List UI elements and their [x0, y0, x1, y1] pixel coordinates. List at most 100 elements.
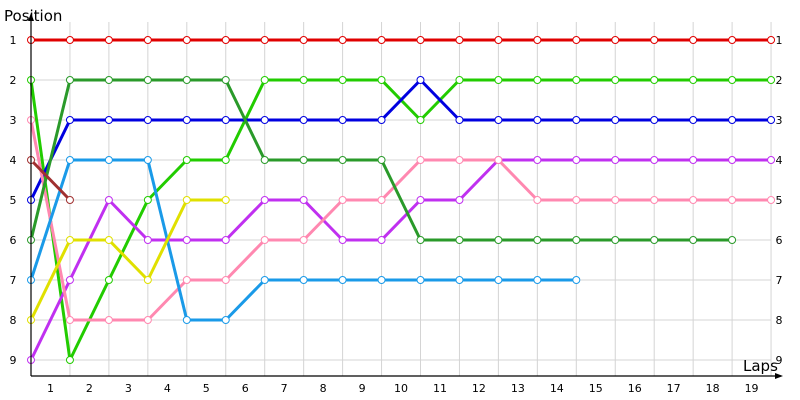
x-tick-label: 16	[628, 382, 642, 395]
data-point	[572, 196, 581, 204]
data-point	[182, 116, 191, 124]
data-point	[533, 116, 542, 124]
data-point	[728, 76, 737, 84]
data-point	[494, 76, 503, 84]
data-point	[221, 116, 230, 124]
series-line	[29, 158, 773, 362]
data-point	[572, 116, 581, 124]
series-3	[27, 76, 776, 204]
data-point	[533, 196, 542, 204]
y-tick-label-left: 4	[10, 154, 17, 167]
x-tick-label: 2	[86, 382, 93, 395]
data-point	[572, 76, 581, 84]
x-tick-label: 19	[745, 382, 759, 395]
x-tick-label: 11	[433, 382, 447, 395]
data-point	[689, 156, 698, 164]
series-6	[27, 76, 737, 244]
data-point	[260, 156, 269, 164]
data-point	[728, 236, 737, 244]
y-tick-label-right: 2	[776, 74, 783, 87]
data-point	[104, 276, 113, 284]
data-point	[299, 156, 308, 164]
series-5	[27, 116, 776, 324]
data-point	[611, 36, 620, 44]
series-group	[27, 36, 776, 364]
tick-labels: 1 2 3 4 5 6 7 8 9 10 11 12 13 14 15 16 17 18 191 12 23 34 45 56…	[10, 34, 783, 395]
data-point	[65, 36, 74, 44]
data-point	[416, 236, 425, 244]
data-point	[338, 196, 347, 204]
x-tick-label: 10	[394, 382, 408, 395]
data-point	[104, 76, 113, 84]
data-point	[260, 276, 269, 284]
data-point	[221, 36, 230, 44]
data-point	[65, 276, 74, 284]
data-point	[494, 156, 503, 164]
y-axis-arrow-icon	[28, 13, 34, 21]
data-point	[533, 236, 542, 244]
axes: Position Laps	[4, 7, 783, 379]
data-point	[221, 276, 230, 284]
data-point	[104, 236, 113, 244]
data-point	[143, 236, 152, 244]
data-point	[338, 156, 347, 164]
data-point	[338, 76, 347, 84]
data-point	[767, 116, 776, 124]
x-tick-label: 7	[281, 382, 288, 395]
data-point	[689, 116, 698, 124]
data-point	[65, 156, 74, 164]
data-point	[533, 276, 542, 284]
data-point	[650, 236, 659, 244]
data-point	[65, 196, 74, 204]
data-point	[182, 236, 191, 244]
data-point	[299, 76, 308, 84]
data-point	[221, 236, 230, 244]
data-point	[455, 76, 464, 84]
data-point	[728, 196, 737, 204]
series-line	[29, 118, 773, 322]
data-point	[65, 76, 74, 84]
x-tick-label: 13	[511, 382, 525, 395]
data-point	[182, 196, 191, 204]
data-point	[182, 276, 191, 284]
data-point	[182, 76, 191, 84]
data-point	[377, 156, 386, 164]
data-point	[572, 276, 581, 284]
data-point	[650, 76, 659, 84]
data-point	[767, 76, 776, 84]
data-point	[767, 196, 776, 204]
data-point	[689, 196, 698, 204]
data-point	[494, 276, 503, 284]
y-tick-label-left: 8	[10, 314, 17, 327]
data-point	[143, 76, 152, 84]
data-point	[455, 276, 464, 284]
data-point	[572, 236, 581, 244]
y-tick-label-left: 6	[10, 234, 17, 247]
data-point	[260, 76, 269, 84]
x-tick-label: 3	[125, 382, 132, 395]
data-point	[572, 36, 581, 44]
data-point	[104, 316, 113, 324]
data-point	[221, 316, 230, 324]
data-point	[416, 196, 425, 204]
data-point	[416, 76, 425, 84]
data-point	[611, 76, 620, 84]
data-point	[143, 276, 152, 284]
data-point	[182, 36, 191, 44]
data-point	[143, 36, 152, 44]
data-point	[65, 116, 74, 124]
data-point	[533, 76, 542, 84]
y-tick-label-right: 9	[776, 354, 783, 367]
data-point	[689, 236, 698, 244]
x-tick-label: 8	[320, 382, 327, 395]
x-tick-label: 6	[242, 382, 249, 395]
data-point	[728, 156, 737, 164]
data-point	[221, 196, 230, 204]
data-point	[377, 196, 386, 204]
y-tick-label-left: 1	[10, 34, 17, 47]
data-point	[689, 76, 698, 84]
data-point	[650, 156, 659, 164]
y-tick-label-right: 4	[776, 154, 783, 167]
data-point	[650, 116, 659, 124]
